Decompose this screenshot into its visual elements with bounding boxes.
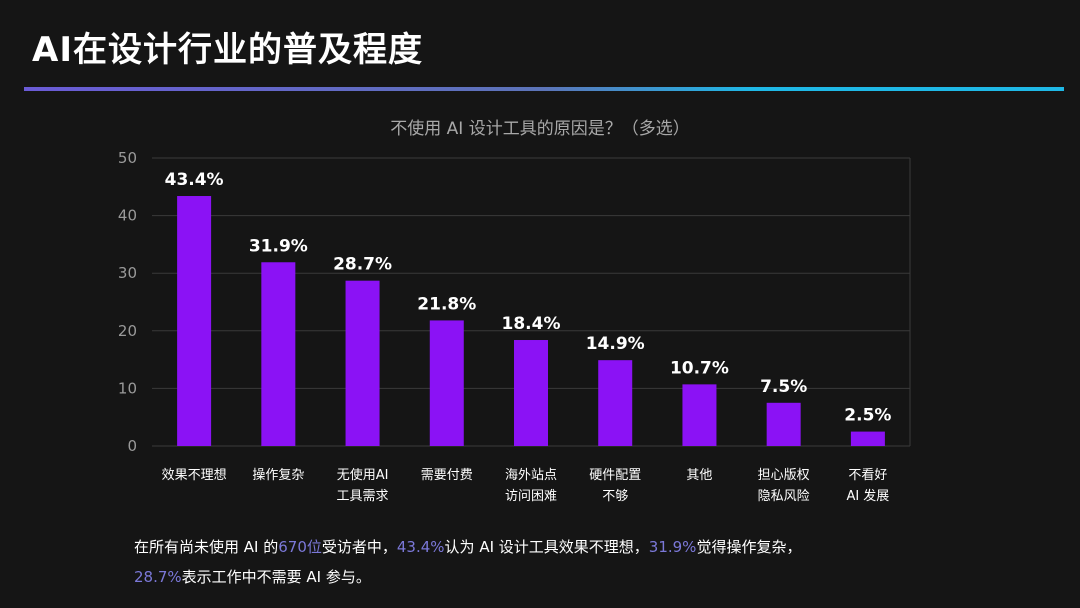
- caption-line-1: 在所有尚未使用 AI 的670位受访者中，43.4%认为 AI 设计工具效果不理…: [134, 532, 1034, 562]
- data-label: 18.4%: [502, 314, 561, 334]
- data-label: 10.7%: [670, 358, 729, 378]
- caption-text: 觉得操作复杂，: [696, 538, 802, 556]
- y-tick-label: 30: [118, 264, 137, 282]
- chart-title: 不使用 AI 设计工具的原因是？（多选）: [390, 118, 689, 139]
- caption-text: 受访者中，: [321, 538, 397, 556]
- y-tick-label: 40: [118, 207, 137, 225]
- x-tick-label: 效果不理想: [162, 467, 227, 483]
- bar: [177, 196, 212, 446]
- bar: [261, 262, 296, 446]
- data-labels: 43.4% 31.9% 28.7% 21.8% 18.4% 14.9% 10.7% 7.5% 2…: [165, 170, 892, 426]
- data-label: 7.5%: [760, 377, 807, 397]
- y-tick-label: 20: [118, 322, 137, 340]
- x-tick-label: 硬件配置: [589, 468, 641, 483]
- x-tick-label: 访问困难: [505, 489, 557, 504]
- bar: [850, 431, 885, 446]
- caption-highlight-pct: 31.9%: [648, 538, 697, 556]
- data-label: 43.4%: [165, 170, 224, 190]
- data-label: 14.9%: [586, 334, 645, 354]
- caption-highlight-pct: 43.4%: [396, 538, 445, 556]
- x-tick-label: 其他: [686, 468, 712, 483]
- x-tick-label: 担心版权: [758, 467, 810, 483]
- caption-highlight-pct: 28.7%: [134, 568, 182, 586]
- data-label: 2.5%: [844, 406, 891, 426]
- caption-text: 在所有尚未使用 AI 的: [134, 538, 279, 556]
- x-tick-label: 不看好: [848, 467, 887, 483]
- x-tick-label: 无使用AI: [337, 467, 389, 483]
- data-label: 21.8%: [417, 294, 476, 314]
- bar: [429, 320, 464, 446]
- page-title: AI在设计行业的普及程度: [32, 30, 423, 70]
- caption-text: 认为 AI 设计工具效果不理想，: [444, 538, 649, 556]
- summary-caption: 在所有尚未使用 AI 的670位受访者中，43.4%认为 AI 设计工具效果不理…: [134, 532, 1034, 592]
- bar: [598, 360, 633, 446]
- title-divider: [24, 87, 1064, 91]
- bar: [345, 280, 380, 446]
- data-label: 31.9%: [249, 236, 308, 256]
- x-tick-label: 工具需求: [337, 489, 389, 504]
- bar: [766, 402, 801, 446]
- bar-chart: 不使用 AI 设计工具的原因是？（多选） 0 10 20 30 40 50 43.4% 31…: [118, 118, 911, 504]
- caption-line-2: 28.7%表示工作中不需要 AI 参与。: [134, 562, 1034, 592]
- caption-highlight-count: 670位: [278, 538, 322, 556]
- x-tick-label: 操作复杂: [252, 467, 304, 483]
- bar: [514, 340, 548, 446]
- data-label: 28.7%: [333, 255, 392, 275]
- x-tick-label: 隐私风险: [758, 489, 810, 504]
- bars: [177, 196, 885, 446]
- x-tick-label: AI 发展: [846, 488, 889, 504]
- bar: [682, 384, 717, 446]
- caption-text: 表示工作中不需要 AI 参与。: [181, 568, 371, 586]
- x-tick-label: 海外站点: [505, 468, 557, 483]
- y-tick-label: 50: [118, 149, 137, 167]
- x-tick-label: 需要付费: [421, 468, 473, 483]
- y-axis-ticks: 0 10 20 30 40 50: [118, 149, 137, 455]
- y-tick-label: 10: [118, 379, 137, 397]
- y-tick-label: 0: [127, 437, 137, 455]
- x-tick-label: 不够: [602, 489, 628, 504]
